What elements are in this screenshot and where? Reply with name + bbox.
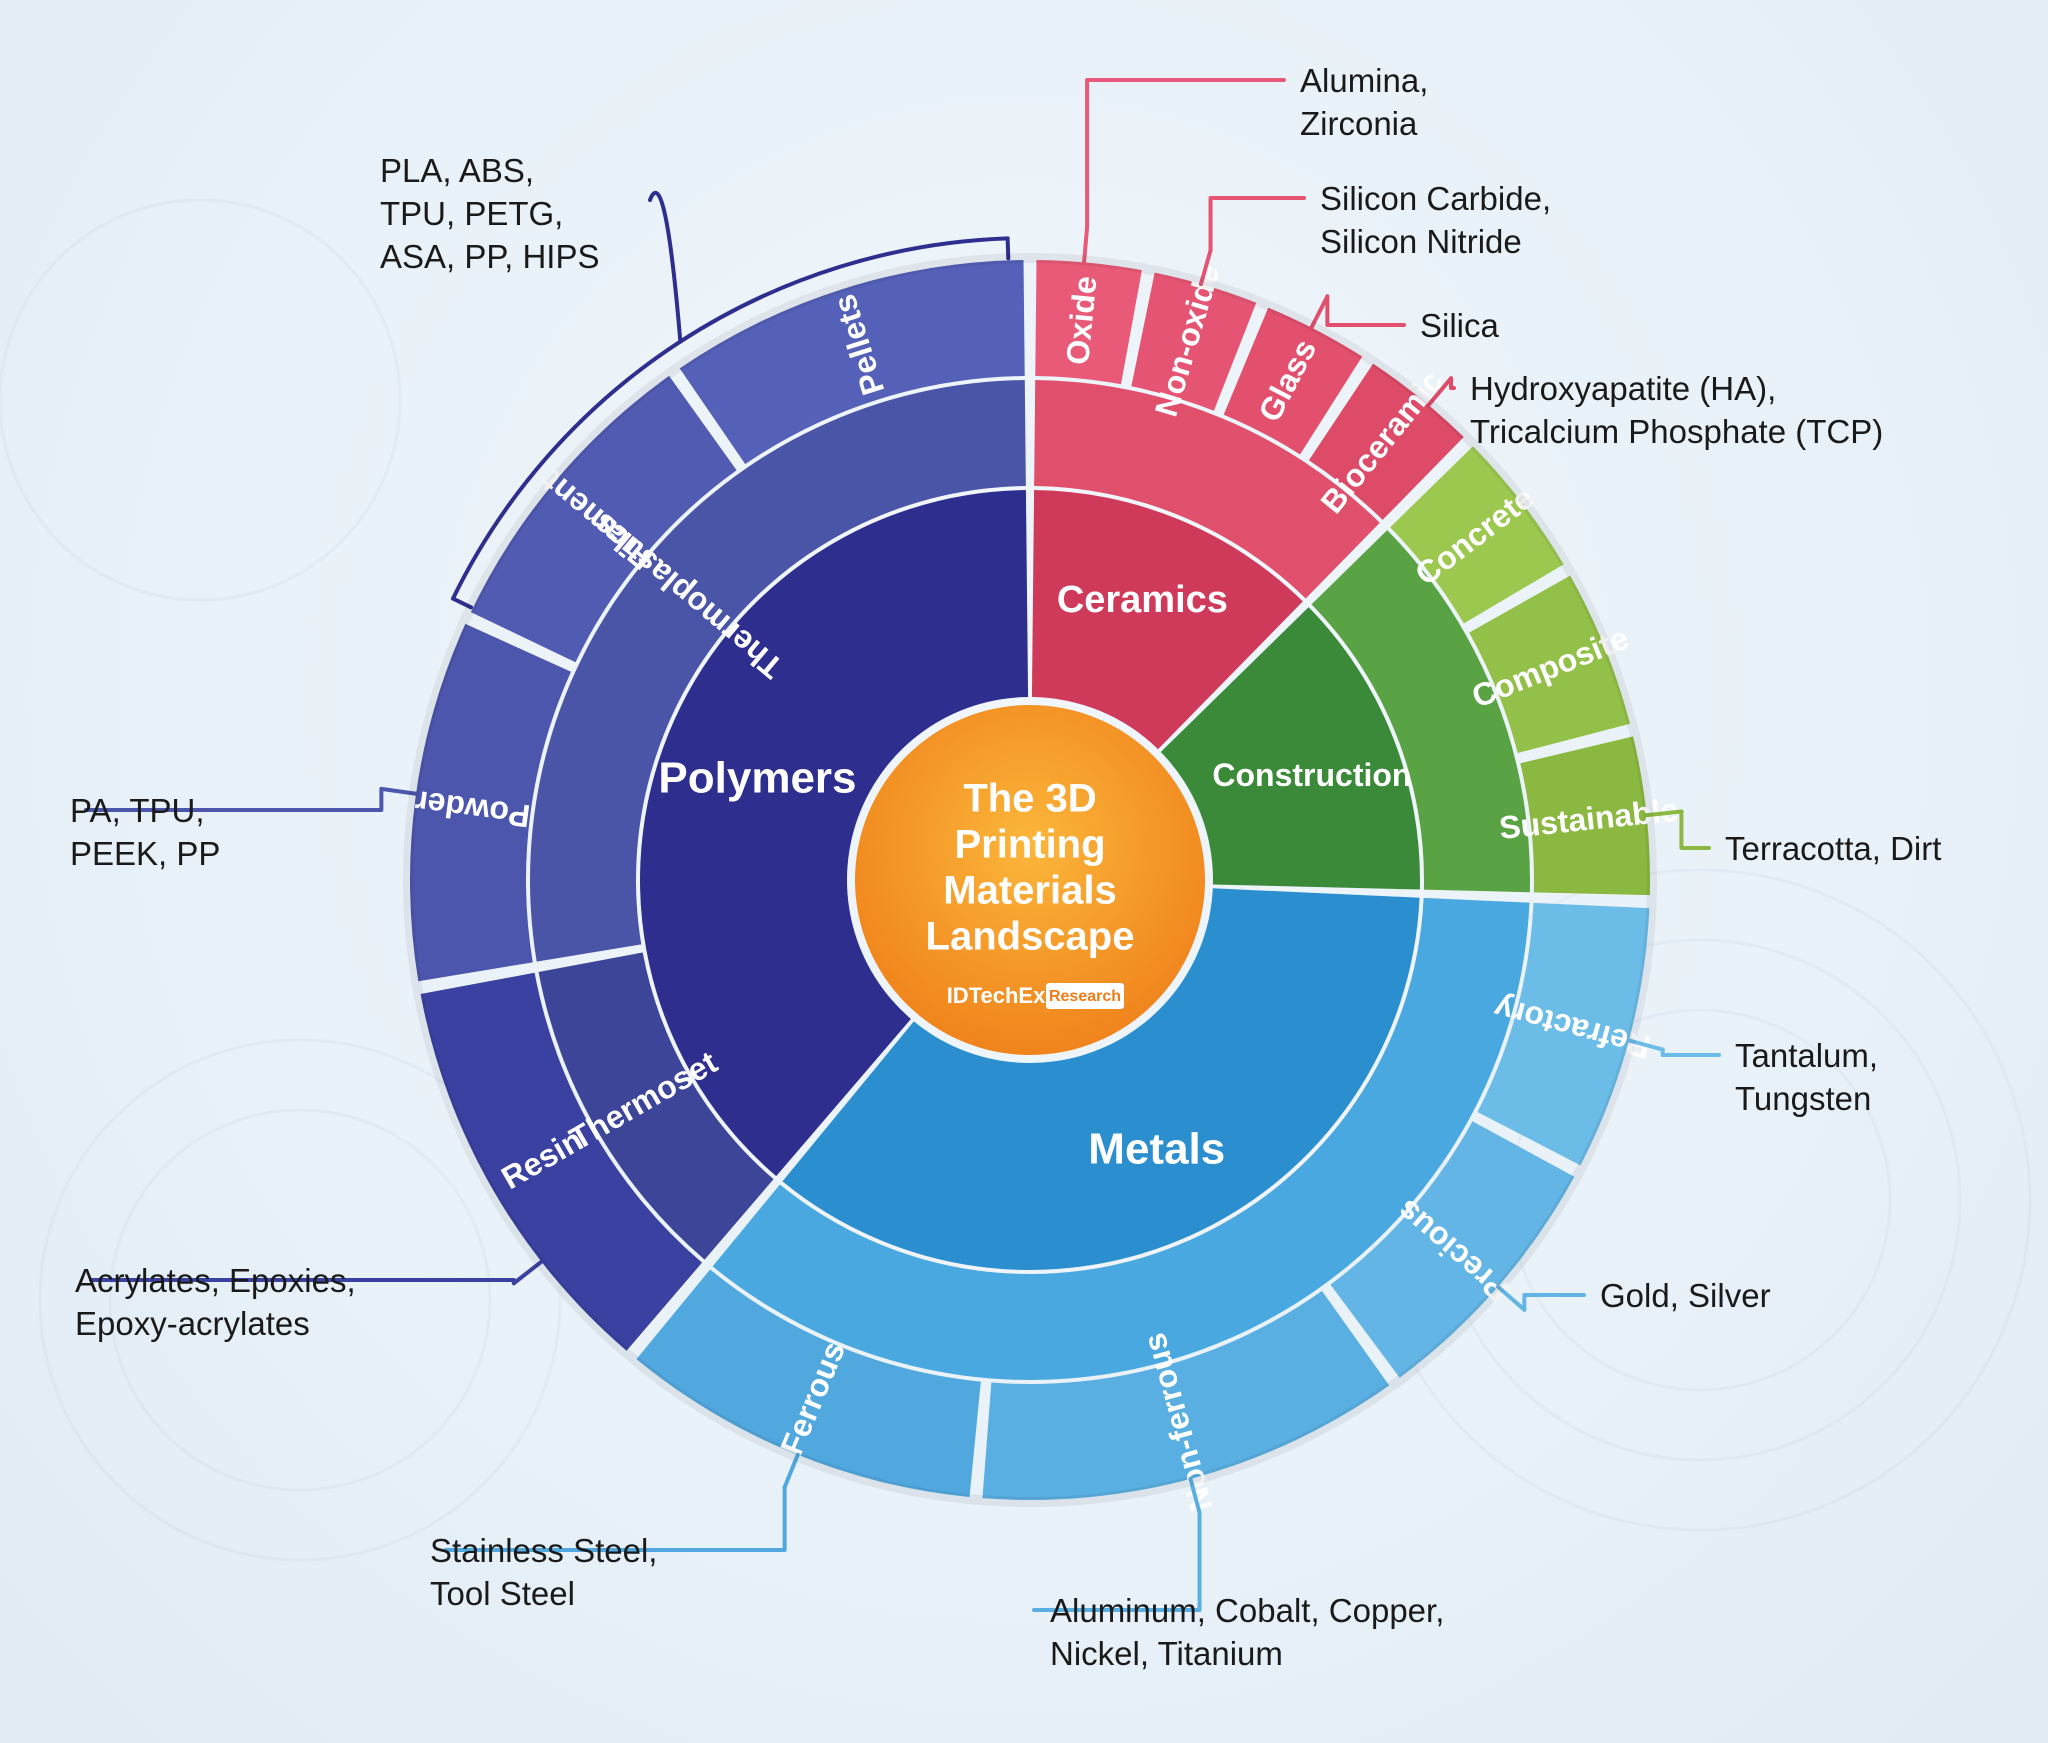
callout-label-c_pla: PLA, ABS, TPU, PETG, ASA, PP, HIPS	[380, 150, 600, 279]
callout-label-c_silica: Silica	[1420, 305, 1499, 348]
callout-labels-layer: PLA, ABS, TPU, PETG, ASA, PP, HIPS PA, TP…	[0, 0, 2048, 1743]
callout-label-c_alumina: Alumina, Zirconia	[1300, 60, 1428, 146]
callout-label-c_tant: Tantalum, Tungsten	[1735, 1035, 1878, 1121]
callout-label-c_gold: Gold, Silver	[1600, 1275, 1771, 1318]
callout-label-c_pa: PA, TPU, PEEK, PP	[70, 790, 220, 876]
callout-label-c_sic: Silicon Carbide, Silicon Nitride	[1320, 178, 1551, 264]
callout-label-c_ha: Hydroxyapatite (HA), Tricalcium Phosphat…	[1470, 368, 1883, 454]
callout-label-c_alum: Aluminum, Cobalt, Copper, Nickel, Titani…	[1050, 1590, 1444, 1676]
callout-label-c_steel: Stainless Steel, Tool Steel	[430, 1530, 657, 1616]
callout-label-c_terra: Terracotta, Dirt	[1725, 828, 1941, 871]
callout-label-c_acry: Acrylates, Epoxies, Epoxy-acrylates	[75, 1260, 356, 1346]
